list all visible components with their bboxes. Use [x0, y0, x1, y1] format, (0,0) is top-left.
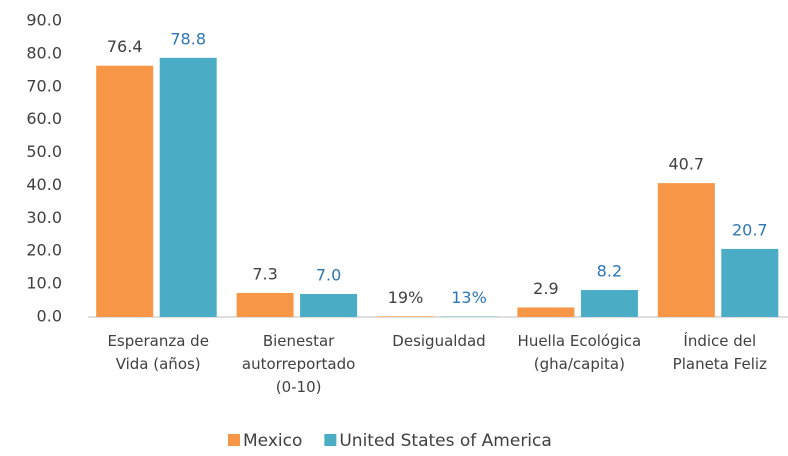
- bar: [721, 248, 779, 317]
- value-label: 76.4: [107, 37, 143, 56]
- y-tick-label: 30.0: [26, 208, 62, 227]
- value-label: 7.0: [316, 265, 341, 284]
- bar: [517, 307, 575, 317]
- value-label: 19%: [388, 288, 424, 307]
- y-tick-label: 0.0: [37, 307, 62, 326]
- value-label: 8.2: [597, 262, 622, 281]
- bar: [377, 316, 434, 317]
- y-tick-label: 20.0: [26, 241, 62, 260]
- y-tick-label: 70.0: [26, 76, 62, 95]
- y-tick-label: 90.0: [26, 11, 62, 30]
- value-label: 13%: [451, 288, 487, 307]
- y-tick-label: 80.0: [26, 43, 62, 62]
- y-tick-label: 50.0: [26, 142, 62, 161]
- value-label: 7.3: [252, 264, 277, 283]
- legend-swatch: [324, 434, 337, 446]
- bar: [96, 65, 154, 318]
- value-label: 20.7: [732, 220, 768, 239]
- y-tick-label: 40.0: [26, 175, 62, 194]
- x-tick-label: Bienestar autorreportado (0-10): [241, 332, 356, 396]
- bar: [159, 57, 217, 317]
- value-label: 2.9: [533, 279, 558, 298]
- legend: Mexico United States of America: [228, 431, 552, 451]
- x-tick-label: Huella Ecológica (gha/capita): [517, 332, 642, 373]
- y-tick-label: 10.0: [26, 274, 62, 293]
- y-tick-label: 60.0: [26, 109, 62, 128]
- x-tick-label: Esperanza de Vida (años): [107, 332, 209, 373]
- legend-label: United States of America: [339, 431, 551, 451]
- bar: [657, 183, 715, 317]
- bar: [236, 292, 294, 317]
- x-tick-label: Índice del Planeta Feliz: [672, 332, 767, 373]
- legend-label: Mexico: [243, 431, 302, 451]
- x-tick-label: Desigualdad: [392, 332, 486, 350]
- bar: [300, 293, 358, 317]
- legend-swatch: [228, 434, 240, 446]
- value-label: 78.8: [170, 29, 206, 48]
- bar: [580, 290, 638, 317]
- value-label: 40.7: [668, 155, 704, 174]
